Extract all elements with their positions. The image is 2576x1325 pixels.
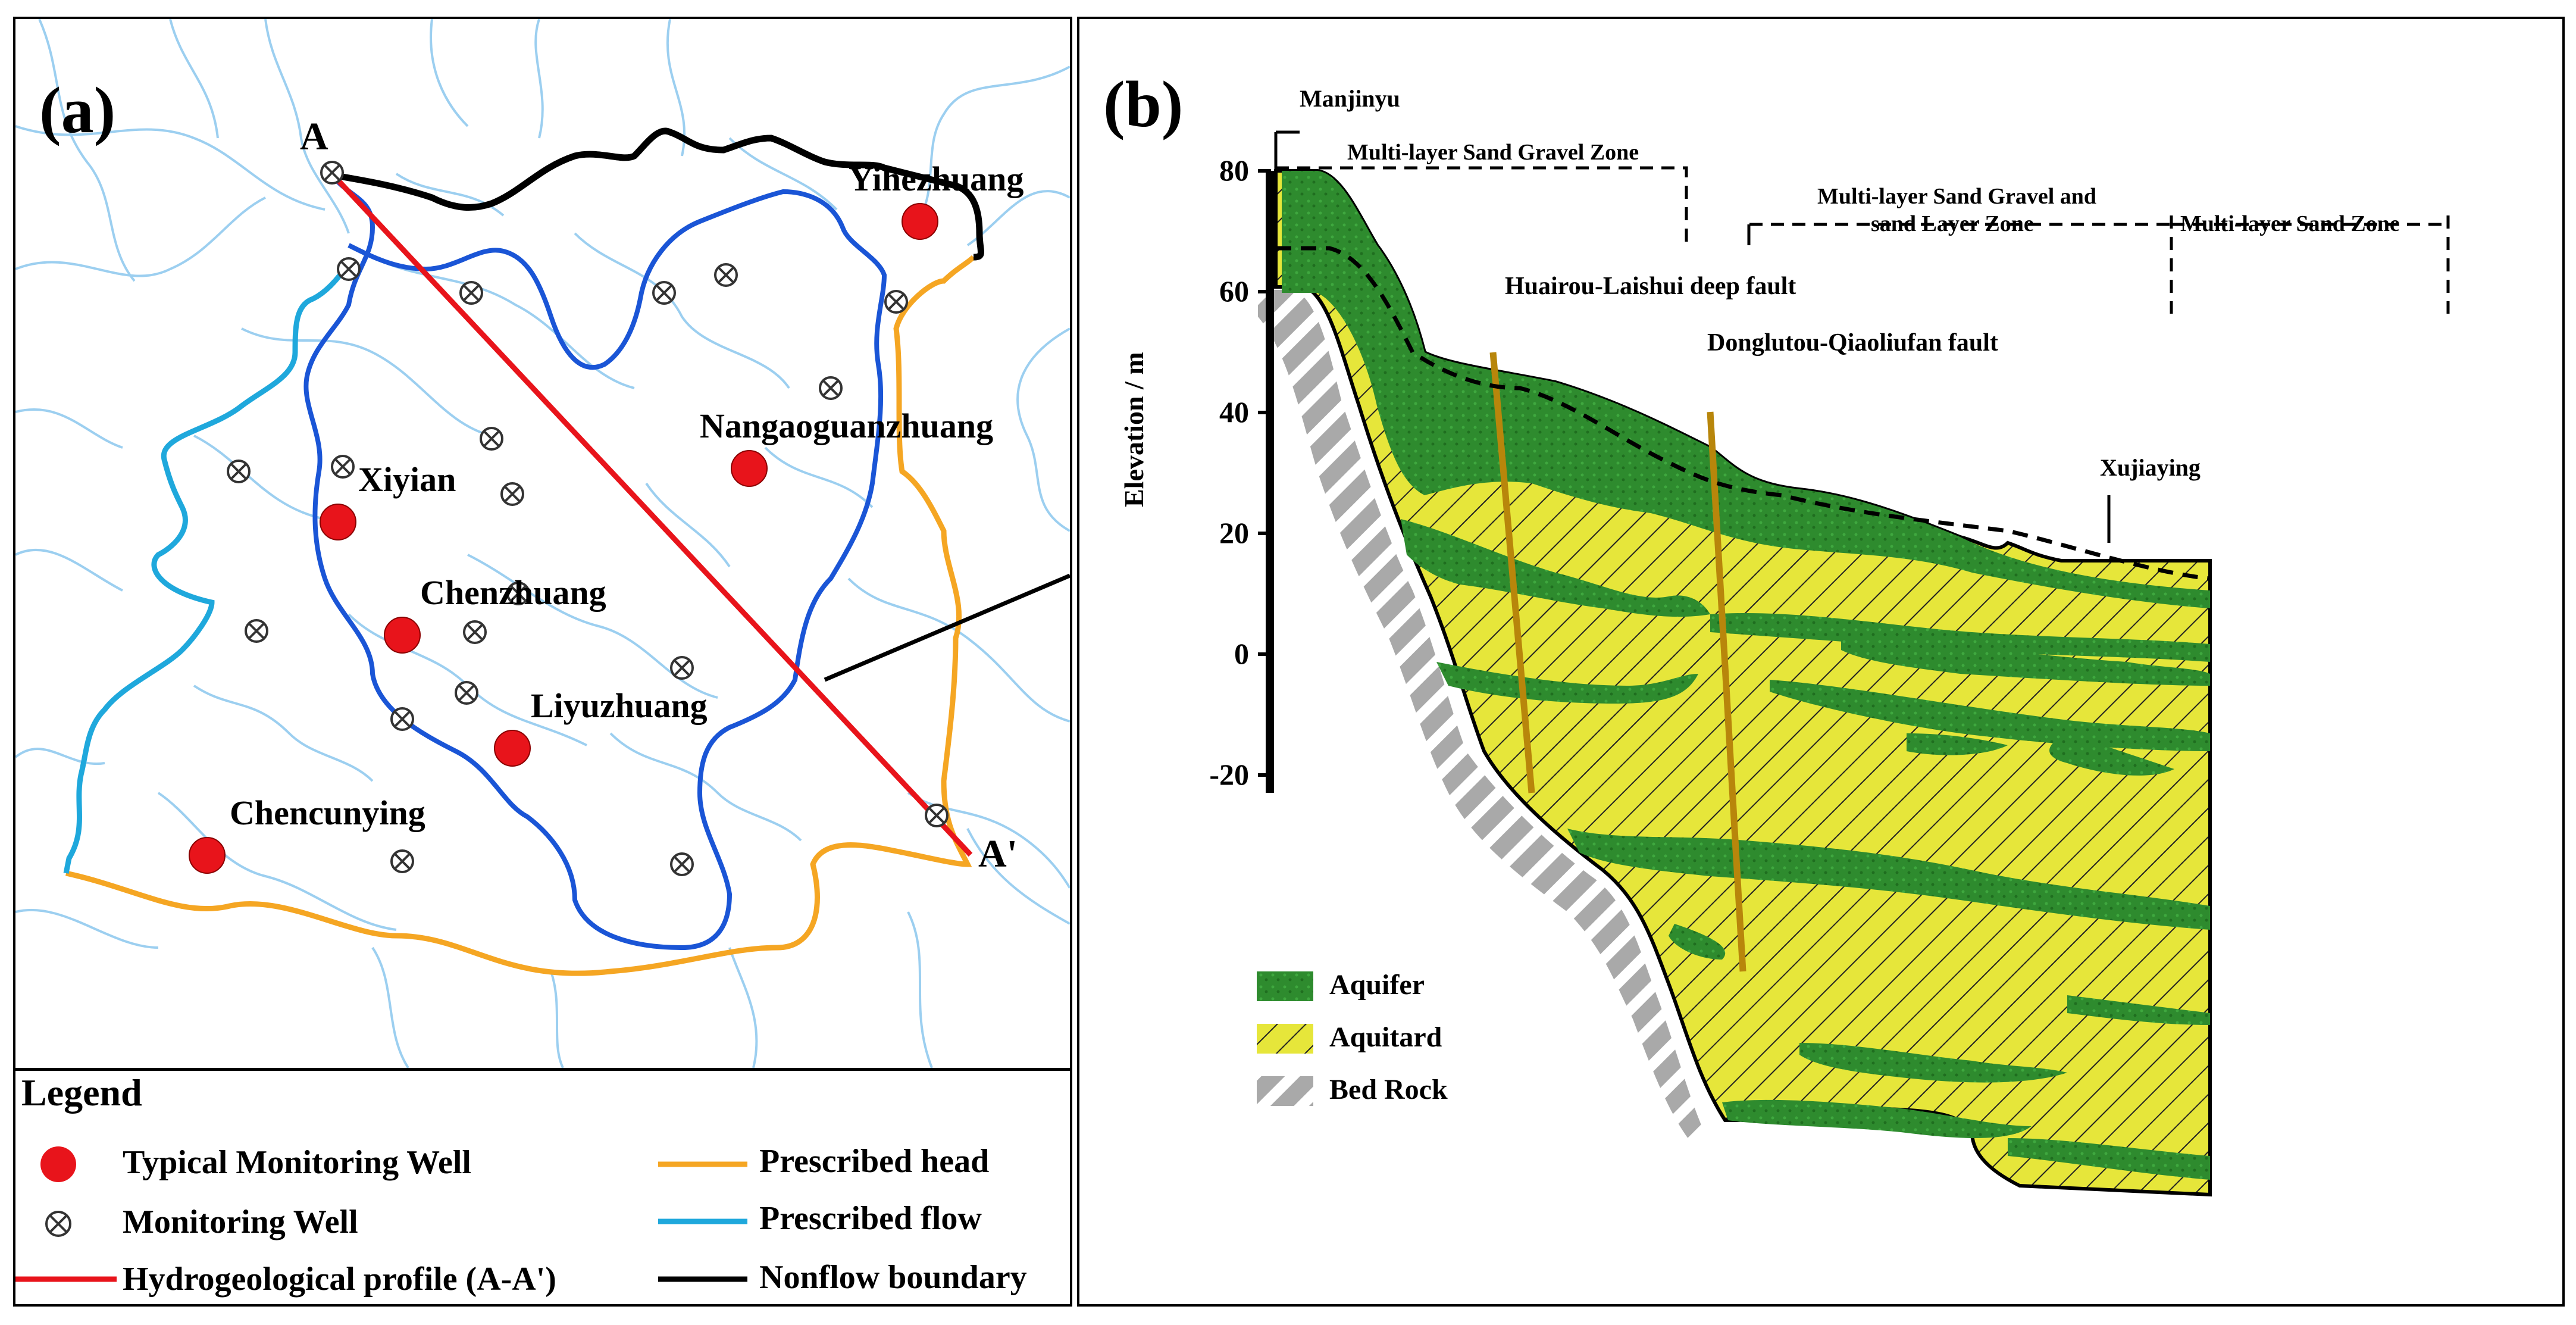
profile-line: [328, 170, 973, 857]
label-fault-1: Huairou-Laishui deep fault: [1505, 273, 1796, 300]
y-tick-neg20: -20: [1209, 758, 1249, 791]
legend-prescribed-flow: Prescribed flow: [759, 1200, 982, 1237]
label-chenzhuang: Chenzhuang: [420, 573, 606, 612]
bedrock-swatch: [1257, 1076, 1313, 1106]
well-yihezhuang: [902, 203, 938, 240]
panel-b-tag: (b): [1103, 68, 1184, 140]
profile-arrow: [824, 573, 1070, 682]
legend-monitoring-well: Monitoring Well: [123, 1204, 358, 1240]
monitoring-well-icon: [245, 619, 268, 643]
monitoring-well-icon: [320, 161, 344, 185]
y-tick-80: 80: [1219, 154, 1249, 187]
monitoring-well-icon: [459, 281, 483, 305]
label-chencunying: Chencunying: [230, 793, 425, 832]
well-liyuzhuang: [494, 730, 531, 767]
well-xiyian: [320, 504, 356, 540]
monitoring-well-icon: [463, 620, 487, 644]
monitoring-well-icon: [45, 1211, 71, 1237]
fault-line-2: [1707, 411, 1746, 972]
cross-section-panel: (b) Elevation / m 80 60 40 20 0 -20 Manj…: [1077, 17, 2565, 1307]
legend-profile: Hydrogeological profile (A-A'): [123, 1261, 556, 1298]
prescribed-head-boundary: [65, 255, 976, 976]
map-canvas: [15, 19, 1070, 1068]
legend-bedrock: Bed Rock: [1329, 1074, 1448, 1105]
map-panel: (a) A A' Yihezhuang Nangaoguanzhuang Xiy…: [13, 17, 1072, 1070]
label-liyuzhuang: Liyuzhuang: [531, 686, 708, 725]
panel-a-tag: (a): [39, 74, 116, 146]
nonflow-boundary: [324, 127, 984, 261]
water-table: [1276, 246, 2211, 581]
well-chenzhuang: [384, 617, 421, 654]
label-zone-2-line2: sand Layer Zone: [1871, 211, 2034, 236]
monitoring-well-icon: [390, 849, 414, 873]
typical-wells: [189, 203, 938, 874]
well-nangaoguanzhuang: [731, 450, 768, 487]
legend-prescribed-head: Prescribed head: [759, 1143, 990, 1180]
monitoring-well-icon: [819, 376, 843, 400]
monitoring-well-icon: [500, 482, 524, 506]
y-tick-40: 40: [1219, 395, 1249, 429]
interior-river: [303, 172, 887, 951]
monitoring-well-icon: [670, 656, 694, 680]
cross-section-canvas: [1257, 130, 2450, 1197]
label-yihezhuang: Yihezhuang: [849, 160, 1024, 198]
monitoring-well-icon: [506, 582, 530, 605]
river-network: [15, 19, 1070, 1068]
monitoring-well-icon: [455, 681, 478, 705]
label-xujiaying: Xujiaying: [2100, 454, 2201, 481]
typical-well-icon: [40, 1146, 76, 1182]
legend-typical-well: Typical Monitoring Well: [123, 1144, 471, 1181]
label-xiyian: Xiyian: [358, 460, 456, 499]
well-chencunying: [189, 837, 226, 874]
monitoring-well-icon: [652, 281, 676, 305]
aquifer-swatch: [1257, 971, 1313, 1001]
monitoring-well-icon: [227, 460, 251, 483]
monitoring-well-icon: [331, 455, 355, 479]
label-zone-2-line1: Multi-layer Sand Gravel and: [1817, 184, 2097, 209]
y-tick-20: 20: [1219, 516, 1249, 549]
y-tick-0: 0: [1234, 637, 1249, 670]
prescribed-flow-boundary: [63, 261, 351, 874]
monitoring-well-icon: [670, 852, 694, 876]
legend-nonflow: Nonflow boundary: [759, 1259, 1027, 1296]
monitoring-well-icon: [480, 427, 503, 451]
map-legend: Legend Typical Monitoring Well Monitorin…: [13, 1068, 1072, 1307]
aquitard-swatch: [1257, 1024, 1313, 1054]
monitoring-well-icon: [390, 707, 414, 731]
point-a-prime-label: A': [978, 832, 1018, 876]
label-zone-1: Multi-layer Sand Gravel Zone: [1347, 140, 1639, 165]
zone-brackets: [1276, 166, 2450, 314]
y-tick-60: 60: [1219, 274, 1249, 308]
y-axis-ticks: [1258, 169, 1271, 777]
point-a-label: A: [300, 115, 328, 158]
monitoring-well-icon: [337, 257, 361, 281]
label-fault-2: Donglutou-Qiaoliufan fault: [1707, 329, 1998, 357]
legend-aquitard: Aquitard: [1329, 1021, 1442, 1053]
label-manjinyu: Manjinyu: [1300, 85, 1400, 112]
monitoring-well-icon: [925, 804, 949, 827]
monitoring-well-icon: [884, 290, 908, 314]
aquifer-layers: [1282, 171, 2210, 1180]
y-axis-label: Elevation / m: [1119, 352, 1149, 507]
label-zone-3: Multi-layer Sand Zone: [2180, 211, 2400, 236]
bedrock-layer: [1258, 290, 1704, 1144]
legend-aquifer: Aquifer: [1329, 969, 1425, 1001]
legend-title: Legend: [21, 1071, 142, 1114]
monitoring-wells: [227, 161, 949, 876]
fault-line-1: [1489, 352, 1535, 793]
monitoring-well-icon: [714, 263, 738, 287]
label-nangaoguanzhuang: Nangaoguanzhuang: [700, 407, 994, 445]
legend-symbols: [15, 1146, 747, 1282]
